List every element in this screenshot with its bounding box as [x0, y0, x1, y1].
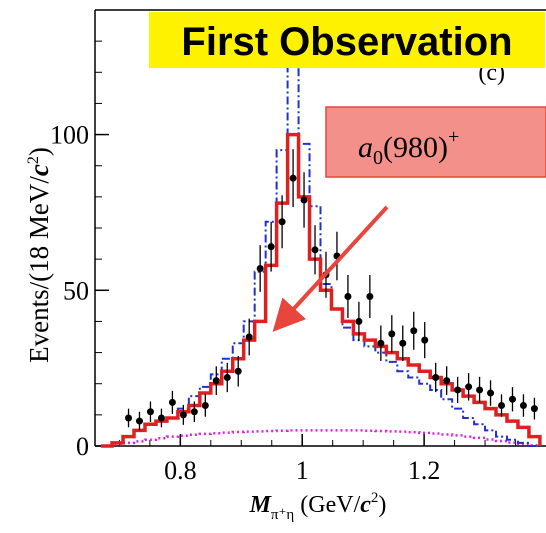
data-point	[498, 402, 506, 410]
y-tick-label: 100	[50, 121, 89, 150]
x-tick-label: 1	[296, 456, 309, 485]
data-point	[508, 395, 516, 403]
y-tick-label: 50	[63, 276, 89, 305]
red-fit-histogram	[101, 132, 542, 448]
data-point	[355, 317, 363, 325]
series-layer	[101, 58, 542, 448]
data-point	[125, 414, 133, 422]
data-point	[421, 336, 429, 344]
banner-background	[149, 12, 545, 68]
y-axis-label: Events/(18 MeV/c2)	[24, 147, 54, 363]
data-point	[234, 367, 242, 375]
x-axis-label: Mπ⁺η (GeV/c2)	[249, 490, 387, 523]
data-point	[399, 339, 407, 347]
data-point	[366, 293, 374, 301]
data-point	[223, 373, 231, 381]
data-point	[179, 411, 187, 419]
data-point	[530, 405, 538, 413]
data-point	[157, 414, 165, 422]
y-ticks: 0 50 100	[50, 40, 109, 461]
data-point	[300, 196, 308, 204]
annotation-label: a0(980)+	[358, 126, 459, 169]
data-point	[476, 386, 484, 394]
data-point	[278, 218, 286, 226]
data-point	[388, 330, 396, 338]
data-point	[201, 402, 209, 410]
data-point	[465, 383, 473, 391]
data-point	[256, 264, 264, 272]
data-point	[135, 417, 143, 425]
blue-dashdot-histogram	[101, 58, 540, 447]
data-point	[267, 243, 275, 251]
y-tick-label: 0	[76, 432, 89, 461]
data-point	[454, 386, 462, 394]
data-point	[311, 246, 319, 254]
annotation-arrow	[272, 205, 389, 332]
data-point	[289, 174, 297, 182]
data-point	[245, 333, 253, 341]
data-point	[212, 377, 220, 385]
annotation-box	[325, 106, 546, 178]
data-point	[168, 398, 176, 406]
x-ticks: 0.8 1 1.2	[118, 434, 517, 485]
data-point	[146, 408, 154, 416]
data-point	[519, 402, 527, 410]
data-point	[377, 339, 385, 347]
banner-text: First Observation	[181, 20, 512, 64]
data-point	[190, 408, 198, 416]
data-point	[487, 389, 495, 397]
data-point	[410, 327, 418, 335]
x-tick-label: 1.2	[408, 456, 441, 485]
data-point	[443, 377, 451, 385]
data-point	[432, 373, 440, 381]
data-points	[125, 149, 538, 431]
data-point	[344, 293, 352, 301]
x-tick-label: 0.8	[164, 456, 197, 485]
magenta-dotted-histogram	[101, 429, 542, 448]
